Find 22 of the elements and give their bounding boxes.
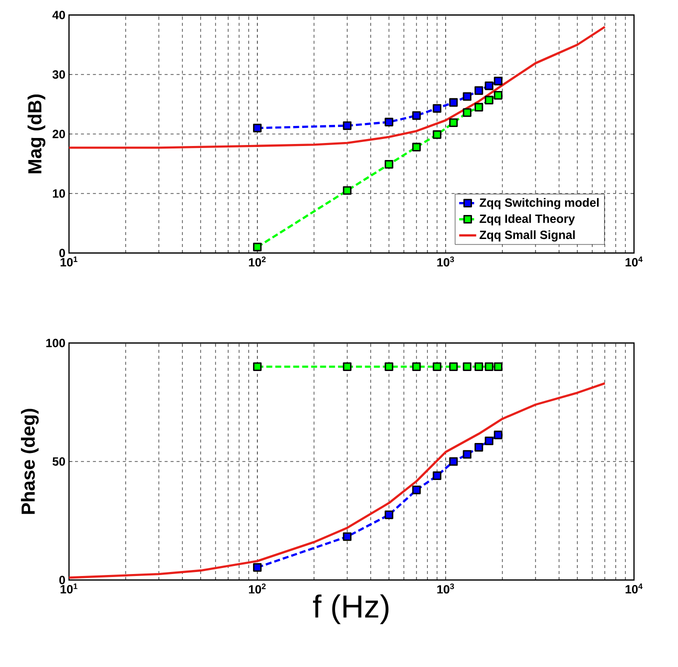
x-tick-label: 10$^{3}$ — [437, 256, 454, 267]
x-tick-label: 10$^{1}$ — [60, 584, 78, 594]
x-tick-label: 10$^{1}$ — [60, 256, 78, 266]
legend-label: Zqq Switching model — [480, 198, 599, 210]
x-tick-label: 10$^{2}$ — [248, 584, 266, 594]
x-tick-label: 10$^{4}$ — [626, 256, 643, 266]
y-tick-label: 30 — [52, 70, 65, 79]
y-tick-label: 50 — [52, 457, 65, 466]
x-axis-title: f (Hz) — [313, 594, 388, 624]
y-tick-label: 40 — [52, 10, 65, 20]
y-tick-label: 100 — [46, 338, 65, 348]
legend-label: Zqq Small Signal — [480, 230, 575, 242]
y-tick-label: 10 — [52, 189, 65, 198]
legend-label: Zqq Ideal Theory — [480, 214, 575, 226]
y-tick-label: 20 — [52, 130, 65, 138]
y-axis-title: Phase (deg) — [20, 408, 39, 514]
y-axis-title: Mag (dB) — [28, 94, 46, 174]
x-tick-label: 10$^{2}$ — [248, 256, 266, 267]
y-tick-label: 0 — [59, 576, 65, 584]
y-tick-label: 0 — [59, 248, 65, 258]
x-tick-label: 10$^{3}$ — [437, 584, 454, 594]
x-tick-label: 10$^{4}$ — [626, 584, 643, 594]
